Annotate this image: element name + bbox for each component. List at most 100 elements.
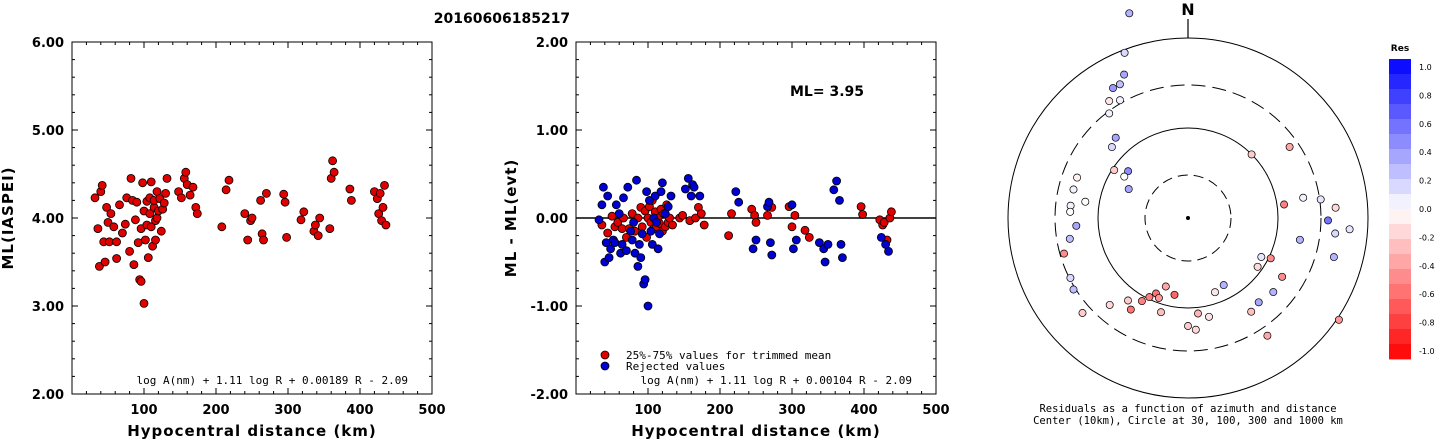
data-point xyxy=(691,213,700,223)
ml-annotation: ML= 3.95 xyxy=(790,84,864,100)
residual-point xyxy=(1066,207,1075,216)
data-point xyxy=(645,195,654,205)
data-point xyxy=(151,235,160,245)
panel-polar-residuals: N Residuals as a function of azimuth and… xyxy=(1007,0,1369,427)
data-point xyxy=(614,209,624,219)
data-point xyxy=(656,187,666,197)
data-point xyxy=(143,253,153,263)
data-point xyxy=(90,193,100,203)
data-point xyxy=(835,195,844,205)
ring-100km xyxy=(1097,127,1279,309)
data-point xyxy=(345,184,355,194)
colorbar-tick-label: 0.4 xyxy=(1419,148,1432,157)
colorbar-block xyxy=(1389,269,1411,285)
residual-point xyxy=(1066,273,1075,282)
data-point xyxy=(653,244,663,254)
colorbar-block xyxy=(1389,314,1411,330)
colorbar-tick-label: 0.0 xyxy=(1419,205,1432,214)
colorbar-blocks xyxy=(1389,59,1411,360)
data-point xyxy=(787,222,797,232)
data-point xyxy=(375,188,385,198)
data-point xyxy=(120,219,130,229)
residual-point xyxy=(1137,297,1146,306)
residual-point xyxy=(1247,307,1256,316)
data-point xyxy=(606,244,615,254)
data-point xyxy=(879,217,889,227)
ring-1000km xyxy=(1007,37,1369,399)
data-point xyxy=(804,232,814,242)
residual-point xyxy=(1105,109,1114,118)
data-point xyxy=(315,213,325,223)
data-point xyxy=(632,175,641,185)
data-points xyxy=(90,156,391,308)
residual-point xyxy=(1161,282,1170,291)
ring-30km xyxy=(1144,174,1232,262)
panel-ml-residual: -2.00 -1.00 0.00 1.00 2.00 100 200 300 400 500 M… xyxy=(502,36,950,440)
data-point xyxy=(619,193,628,203)
residual-point xyxy=(1324,216,1332,225)
residual-point xyxy=(1269,288,1278,297)
data-point xyxy=(310,220,320,230)
formula: log A(nm) + 1.11 log R + 0.00189 R - 2.0… xyxy=(136,374,408,387)
residual-point xyxy=(1219,281,1228,290)
residual-point xyxy=(1299,193,1308,202)
residual-point xyxy=(1124,296,1132,305)
data-point xyxy=(636,253,646,263)
data-point xyxy=(658,178,667,188)
data-point xyxy=(217,222,227,232)
data-point xyxy=(800,225,810,235)
y-tick-label: 2.00 xyxy=(32,388,64,403)
data-point xyxy=(646,226,656,236)
data-point xyxy=(683,173,693,183)
colorbar-block xyxy=(1389,59,1411,75)
data-point xyxy=(731,187,741,197)
colorbar-tick-label: -0.8 xyxy=(1419,319,1435,328)
data-point xyxy=(280,197,290,207)
residual-point xyxy=(1331,229,1340,238)
residual-point xyxy=(1211,288,1219,297)
data-point xyxy=(106,209,116,219)
data-point xyxy=(610,238,620,248)
data-point xyxy=(243,235,253,245)
data-point xyxy=(629,217,638,227)
residual-point xyxy=(1126,305,1135,314)
data-point xyxy=(611,200,621,210)
residual-point xyxy=(1331,203,1340,212)
data-point xyxy=(686,191,696,201)
data-point xyxy=(156,226,166,236)
data-point xyxy=(328,156,338,166)
data-point xyxy=(724,231,733,241)
y-tick-label: 6.00 xyxy=(32,36,64,51)
data-point xyxy=(637,229,647,239)
residual-point xyxy=(1278,272,1287,281)
data-point xyxy=(140,235,150,245)
data-point xyxy=(103,217,113,227)
data-point xyxy=(380,180,389,190)
data-point xyxy=(597,200,607,210)
x-tick-label: 100 xyxy=(634,403,661,418)
x-tick-label: 500 xyxy=(922,403,949,418)
colorbar-title: Res xyxy=(1391,44,1409,54)
residual-point xyxy=(1205,312,1213,321)
data-point xyxy=(118,228,127,238)
colorbar-block xyxy=(1389,299,1411,315)
colorbar-block xyxy=(1389,194,1411,210)
data-point xyxy=(145,209,155,219)
residual-point xyxy=(1105,97,1114,106)
data-point xyxy=(162,173,172,183)
data-point xyxy=(247,213,257,223)
residual-point xyxy=(1125,9,1134,18)
colorbar-block xyxy=(1389,224,1411,240)
data-point xyxy=(296,215,306,225)
data-point xyxy=(313,231,323,241)
residual-point xyxy=(1145,293,1154,302)
data-point xyxy=(130,215,140,225)
data-point xyxy=(181,167,191,177)
residual-point xyxy=(1280,200,1289,209)
data-point xyxy=(823,239,833,249)
colorbar-tick-label: 0.8 xyxy=(1419,91,1432,100)
colorbar-block xyxy=(1389,344,1411,360)
colorbar-tick-label: 0.6 xyxy=(1419,120,1432,129)
data-point xyxy=(668,220,677,230)
tick-marks xyxy=(575,41,937,395)
